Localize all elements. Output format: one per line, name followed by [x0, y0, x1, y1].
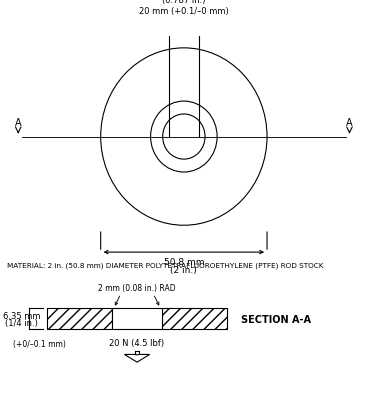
Bar: [162, 309, 227, 330]
Text: (1/4 in.): (1/4 in.): [5, 318, 38, 328]
Text: (2 in.): (2 in.): [171, 265, 197, 274]
Text: 2 mm (0.08 in.) RAD: 2 mm (0.08 in.) RAD: [98, 283, 176, 292]
Text: SECTION A-A: SECTION A-A: [241, 314, 311, 324]
Text: 20 N (4.5 lbf): 20 N (4.5 lbf): [109, 338, 165, 347]
Text: MATERIAL: 2 in. (50.8 mm) DIAMETER POLYTETRAFLUOROETHYLENE (PTFE) ROD STOCK: MATERIAL: 2 in. (50.8 mm) DIAMETER POLYT…: [7, 262, 324, 269]
Text: (+0/–0.1 mm): (+0/–0.1 mm): [13, 339, 66, 348]
Text: 50.8 mm: 50.8 mm: [164, 257, 204, 266]
Bar: [112, 309, 162, 330]
Text: 20 mm (+0.1/–0 mm): 20 mm (+0.1/–0 mm): [139, 7, 229, 16]
Text: A: A: [346, 118, 353, 128]
Text: A: A: [15, 118, 22, 128]
Bar: [47, 309, 112, 330]
Polygon shape: [124, 355, 150, 362]
Text: 6.35 mm: 6.35 mm: [3, 311, 40, 320]
Text: (0.787 in.): (0.787 in.): [162, 0, 206, 5]
